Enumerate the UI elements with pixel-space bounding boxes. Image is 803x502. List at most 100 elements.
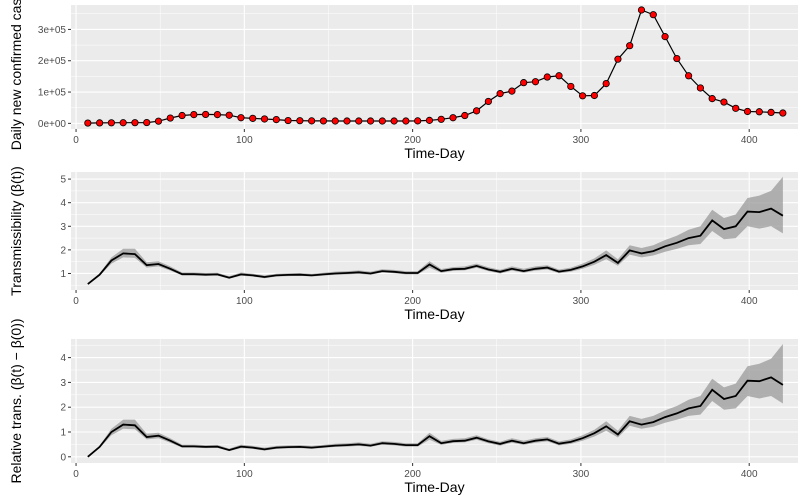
data-point <box>496 90 504 98</box>
data-point <box>107 119 115 127</box>
y-axis-title: Relative trans. (β(t) − β(0)) <box>8 318 24 483</box>
data-point <box>84 119 92 127</box>
data-point <box>202 110 210 119</box>
x-tick-label: 300 <box>573 296 590 307</box>
data-point <box>437 115 445 123</box>
data-point <box>614 55 622 63</box>
data-point <box>366 117 375 125</box>
data-point <box>685 72 693 80</box>
data-point <box>720 98 728 106</box>
y-tick-label: 3 <box>60 378 66 389</box>
data-point <box>602 79 610 88</box>
data-point <box>708 95 716 103</box>
y-tick-label: 1e+05 <box>38 88 67 99</box>
data-point <box>237 114 245 122</box>
data-point <box>531 78 540 86</box>
y-axis-title: Daily new confirmed cases <box>8 0 24 150</box>
x-tick-label: 100 <box>236 469 253 480</box>
x-axis-title: Time-Day <box>404 479 464 495</box>
data-point <box>119 119 127 127</box>
x-tick-label: 200 <box>404 135 421 146</box>
panel-2: 0 100 200 300 400 1 2 3 4 5 Time-Day Transmissibili… <box>8 166 798 322</box>
data-point <box>425 116 434 124</box>
data-point <box>461 111 469 120</box>
data-point <box>732 104 740 112</box>
x-axis-title: Time-Day <box>404 306 464 322</box>
data-layer <box>87 176 784 285</box>
data-point <box>779 109 787 117</box>
data-layer <box>84 6 787 127</box>
data-point <box>143 118 151 127</box>
data-point <box>673 54 681 63</box>
y-tick-label: 5 <box>60 175 66 186</box>
x-tick-label: 100 <box>236 135 253 146</box>
y-axis-title: Transmissibility (β(t)) <box>8 166 24 296</box>
data-point <box>590 91 598 100</box>
x-tick-label: 200 <box>404 296 421 307</box>
data-point <box>543 73 551 81</box>
data-point <box>520 79 528 87</box>
x-tick-label: 400 <box>741 469 758 480</box>
data-point <box>308 117 316 125</box>
data-point <box>343 117 351 125</box>
data-point <box>472 107 481 115</box>
data-point <box>178 111 186 120</box>
panel-1: 0 100 200 300 400 0e+00 1e+05 2e+05 3e+05 Time-Da… <box>8 0 798 161</box>
data-layer <box>87 344 784 458</box>
data-point <box>355 117 363 125</box>
y-tick-label: 2 <box>60 245 66 256</box>
panel-3: 0 100 200 300 400 0 1 2 3 4 Time-Day Relative trans… <box>8 318 798 495</box>
y-tick-label: 2e+05 <box>38 56 67 67</box>
series-line <box>87 376 784 458</box>
data-point <box>402 117 410 125</box>
data-point <box>637 6 646 14</box>
x-tick-label: 0 <box>73 135 79 146</box>
data-point <box>484 97 492 106</box>
data-point <box>378 117 386 125</box>
data-point <box>649 11 657 19</box>
data-point <box>249 114 257 122</box>
data-point <box>190 110 198 119</box>
x-tick-label: 300 <box>573 135 590 146</box>
data-point <box>626 42 634 50</box>
data-point <box>225 111 233 119</box>
data-point <box>755 108 763 116</box>
data-point <box>508 87 516 95</box>
data-point <box>331 117 339 125</box>
y-tick-label: 0 <box>60 452 66 463</box>
data-point <box>260 115 269 123</box>
data-point <box>449 114 457 122</box>
y-tick-label: 1 <box>60 269 66 280</box>
x-tick-label: 0 <box>73 469 79 480</box>
data-point <box>767 108 775 117</box>
data-point <box>567 82 575 91</box>
x-tick-label: 400 <box>741 296 758 307</box>
data-point <box>319 117 328 125</box>
x-tick-label: 400 <box>741 135 758 146</box>
data-point <box>578 92 587 100</box>
y-tick-label: 3e+05 <box>38 25 67 36</box>
y-tick-label: 4 <box>60 198 66 209</box>
data-point <box>154 117 163 125</box>
data-point <box>284 116 292 125</box>
x-axis-title: Time-Day <box>404 145 464 161</box>
data-point <box>96 119 104 127</box>
data-point <box>661 33 669 41</box>
y-tick-label: 0e+00 <box>38 119 67 130</box>
data-point <box>272 116 280 124</box>
panel-background <box>71 5 798 129</box>
data-point <box>166 114 174 122</box>
x-tick-label: 100 <box>236 296 253 307</box>
x-tick-label: 300 <box>573 469 590 480</box>
y-tick-label: 3 <box>60 222 66 233</box>
y-tick-label: 1 <box>60 428 66 439</box>
panel-background <box>71 339 798 463</box>
data-point <box>296 117 304 125</box>
data-point <box>131 119 139 127</box>
x-tick-label: 0 <box>73 296 79 307</box>
data-point <box>390 117 398 125</box>
data-point <box>555 72 563 80</box>
x-tick-label: 200 <box>404 469 421 480</box>
data-point <box>696 84 704 92</box>
y-tick-label: 4 <box>60 353 66 364</box>
